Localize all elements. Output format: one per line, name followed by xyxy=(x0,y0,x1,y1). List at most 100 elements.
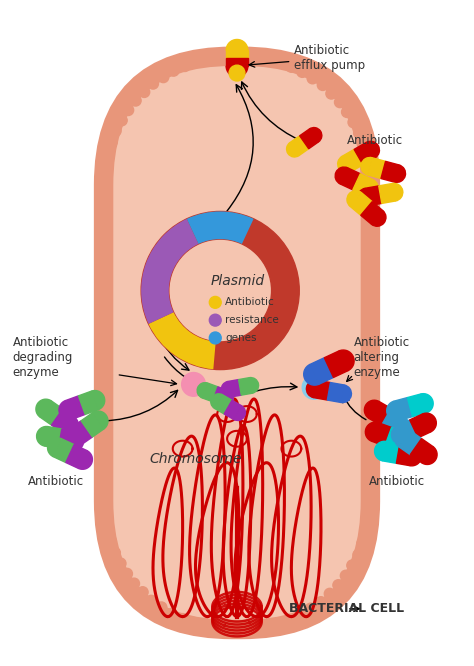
Bar xyxy=(226,58,248,66)
Circle shape xyxy=(98,428,109,438)
Circle shape xyxy=(98,452,109,463)
Circle shape xyxy=(261,621,272,632)
Bar xyxy=(70,421,92,445)
Circle shape xyxy=(365,344,376,356)
Wedge shape xyxy=(59,400,72,420)
Text: Antibiotic: Antibiotic xyxy=(225,297,275,308)
Circle shape xyxy=(177,613,188,625)
Wedge shape xyxy=(358,188,368,206)
Circle shape xyxy=(305,603,316,614)
Circle shape xyxy=(156,602,167,613)
Circle shape xyxy=(326,88,337,99)
Circle shape xyxy=(179,61,190,71)
Wedge shape xyxy=(374,442,386,461)
Circle shape xyxy=(116,115,127,126)
Wedge shape xyxy=(92,411,108,429)
Bar xyxy=(300,129,319,149)
Circle shape xyxy=(137,587,148,597)
Bar xyxy=(65,396,85,419)
Circle shape xyxy=(98,379,109,390)
Wedge shape xyxy=(226,66,248,77)
Bar xyxy=(81,413,104,437)
Circle shape xyxy=(362,151,373,161)
Bar xyxy=(350,192,372,215)
Wedge shape xyxy=(335,167,348,184)
Bar xyxy=(353,174,373,196)
Circle shape xyxy=(353,549,364,560)
Bar xyxy=(310,358,334,384)
Wedge shape xyxy=(365,400,379,419)
Circle shape xyxy=(365,418,376,428)
Circle shape xyxy=(101,524,112,535)
Circle shape xyxy=(99,172,110,183)
Circle shape xyxy=(210,296,221,308)
Wedge shape xyxy=(361,157,372,175)
Bar xyxy=(381,161,399,182)
Circle shape xyxy=(365,248,376,258)
Bar xyxy=(410,414,430,438)
Circle shape xyxy=(109,547,120,558)
Bar xyxy=(342,149,363,172)
Circle shape xyxy=(347,560,358,571)
Circle shape xyxy=(98,440,109,450)
Circle shape xyxy=(357,538,368,549)
Wedge shape xyxy=(304,364,319,385)
Circle shape xyxy=(297,67,308,77)
Text: Antibiotic: Antibiotic xyxy=(368,475,425,488)
Bar xyxy=(379,183,395,203)
Text: resistance: resistance xyxy=(225,315,279,325)
Wedge shape xyxy=(63,417,78,435)
Circle shape xyxy=(115,558,126,569)
Wedge shape xyxy=(226,39,248,51)
Circle shape xyxy=(365,442,376,453)
Wedge shape xyxy=(421,394,433,413)
Wedge shape xyxy=(341,385,351,403)
Circle shape xyxy=(365,211,376,222)
Bar xyxy=(383,442,400,464)
Wedge shape xyxy=(223,390,233,406)
Wedge shape xyxy=(249,378,259,393)
Bar xyxy=(385,428,405,451)
Circle shape xyxy=(100,161,111,171)
Wedge shape xyxy=(47,438,62,457)
Circle shape xyxy=(364,503,375,513)
Bar xyxy=(396,444,413,466)
Bar xyxy=(238,378,252,395)
Circle shape xyxy=(365,223,376,234)
Wedge shape xyxy=(306,380,317,398)
Wedge shape xyxy=(421,446,437,464)
Bar xyxy=(361,202,383,224)
Bar xyxy=(324,351,348,378)
Circle shape xyxy=(295,609,306,621)
Bar xyxy=(212,387,228,406)
Circle shape xyxy=(365,381,376,392)
Bar xyxy=(215,395,232,414)
Circle shape xyxy=(358,139,368,150)
Wedge shape xyxy=(366,141,379,158)
Bar xyxy=(228,380,241,397)
Circle shape xyxy=(365,454,376,465)
Wedge shape xyxy=(65,429,81,447)
Circle shape xyxy=(210,314,221,326)
Circle shape xyxy=(130,95,141,106)
Wedge shape xyxy=(36,426,48,446)
Circle shape xyxy=(100,512,111,523)
Circle shape xyxy=(189,617,200,629)
Circle shape xyxy=(229,65,245,81)
Bar xyxy=(369,402,391,426)
Wedge shape xyxy=(347,190,362,206)
Circle shape xyxy=(98,476,109,487)
Circle shape xyxy=(324,588,335,599)
Circle shape xyxy=(348,117,359,128)
Bar xyxy=(381,408,403,432)
Circle shape xyxy=(340,570,351,581)
Wedge shape xyxy=(398,432,411,452)
Circle shape xyxy=(98,245,109,256)
Bar xyxy=(226,51,248,58)
Wedge shape xyxy=(310,128,322,142)
Wedge shape xyxy=(422,413,437,432)
Circle shape xyxy=(128,578,139,589)
Text: genes: genes xyxy=(225,333,256,343)
Circle shape xyxy=(98,391,109,402)
Circle shape xyxy=(316,597,327,607)
